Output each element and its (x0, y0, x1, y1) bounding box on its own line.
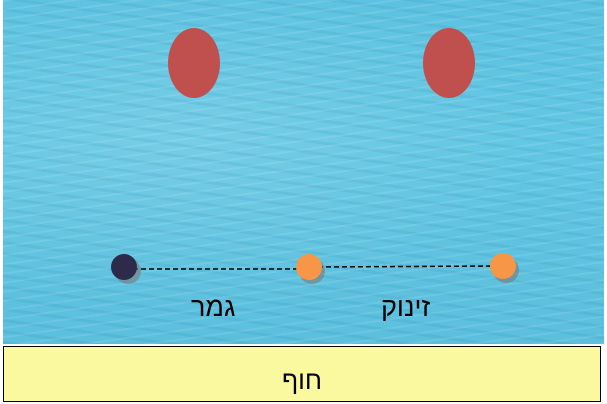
start-buoy-orange-right (490, 253, 516, 279)
start-buoy-orange-middle (296, 254, 322, 280)
shore-label: חוף (281, 365, 323, 395)
red-buoy-right (423, 28, 475, 98)
start-line (309, 265, 504, 268)
start-label: זינוק (381, 292, 431, 322)
red-buoy-left (168, 28, 220, 98)
finish-buoy-dark (111, 254, 137, 280)
finish-label: גמר (191, 292, 236, 322)
water-area (3, 0, 604, 344)
shore-area: חוף (3, 346, 601, 402)
